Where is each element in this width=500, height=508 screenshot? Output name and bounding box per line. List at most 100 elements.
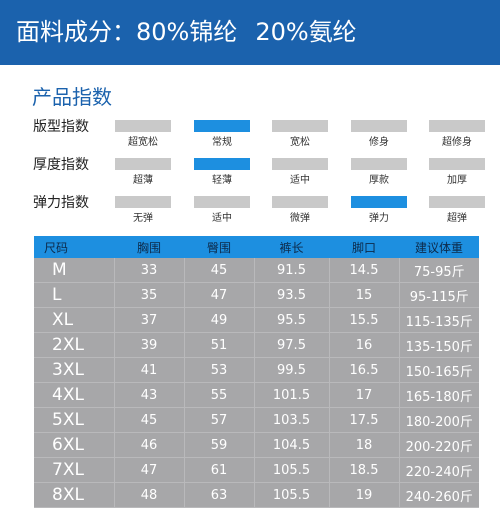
index-option: 无弹 <box>115 194 171 234</box>
index-option: 加厚 <box>429 156 485 196</box>
table-cell: 18.5 <box>329 457 400 483</box>
size-cell: 6XL <box>34 432 115 458</box>
table-cell: 95.5 <box>254 307 330 333</box>
index-option-label: 超宽松 <box>128 137 158 148</box>
table-cell: 45 <box>184 258 255 283</box>
table-row: 2XL 39 51 97.5 16 135-150斤 <box>34 332 479 358</box>
index-option: 超修身 <box>429 118 485 158</box>
index-option-label: 适中 <box>212 213 232 224</box>
size-table: 尺码 胸围 臀围 裤长 脚口 建议体重 M 33 45 91.5 14.5 75-95斤 L 35 47 9… <box>34 236 479 508</box>
table-cell: 33 <box>114 258 185 283</box>
table-cell: 19 <box>329 482 400 508</box>
table-cell: 35 <box>114 282 185 308</box>
table-cell: 47 <box>114 457 185 483</box>
spandex-percentage: 20%氨纶 <box>255 18 357 46</box>
table-cell: 104.5 <box>254 432 330 458</box>
table-cell: 39 <box>114 332 185 358</box>
table-cell: 95-115斤 <box>399 282 479 308</box>
index-bar <box>351 158 407 170</box>
size-cell: 5XL <box>34 407 115 433</box>
index-option-label: 宽松 <box>290 137 310 148</box>
table-cell: 41 <box>114 357 185 383</box>
index-option-label: 常规 <box>212 137 232 148</box>
size-cell: L <box>34 282 115 308</box>
index-option-label: 微弹 <box>290 213 310 224</box>
index-bar <box>194 196 250 208</box>
index-bar <box>429 196 485 208</box>
column-header: 臀围 <box>184 236 254 258</box>
index-bar <box>429 120 485 132</box>
table-cell: 15.5 <box>329 307 400 333</box>
size-table-body: M 33 45 91.5 14.5 75-95斤 L 35 47 93.5 15 95-115斤 XL 3… <box>34 258 479 508</box>
index-option-label: 厚款 <box>369 175 389 186</box>
table-cell: 135-150斤 <box>399 332 479 358</box>
size-table-header: 尺码 胸围 臀围 裤长 脚口 建议体重 <box>34 236 479 258</box>
table-cell: 46 <box>114 432 185 458</box>
elasticity-index-label: 弹力指数 <box>33 195 89 211</box>
table-row: 6XL 46 59 104.5 18 200-220斤 <box>34 432 479 458</box>
column-header: 脚口 <box>329 236 399 258</box>
table-cell: 17.5 <box>329 407 400 433</box>
index-option: 弹力 <box>351 194 407 234</box>
index-option: 超薄 <box>115 156 171 196</box>
index-bar <box>272 196 328 208</box>
table-cell: 61 <box>184 457 255 483</box>
size-cell: 2XL <box>34 332 115 358</box>
size-cell: 3XL <box>34 357 115 383</box>
index-option-label: 轻薄 <box>212 175 232 186</box>
index-bar <box>272 120 328 132</box>
fit-index-row: 版型指数超宽松 常规 宽松 修身 超修身 <box>33 118 485 158</box>
table-cell: 115-135斤 <box>399 307 479 333</box>
table-cell: 18 <box>329 432 400 458</box>
table-cell: 14.5 <box>329 258 400 283</box>
index-option-label: 适中 <box>290 175 310 186</box>
thickness-index-row: 厚度指数超薄 轻薄 适中 厚款 加厚 <box>33 156 485 196</box>
index-option: 超宽松 <box>115 118 171 158</box>
index-option-label: 超薄 <box>133 175 153 186</box>
size-cell: 4XL <box>34 382 115 408</box>
table-cell: 57 <box>184 407 255 433</box>
table-row: L 35 47 93.5 15 95-115斤 <box>34 282 479 308</box>
index-option: 厚款 <box>351 156 407 196</box>
table-cell: 240-260斤 <box>399 482 479 508</box>
index-option: 微弹 <box>272 194 328 234</box>
table-cell: 105.5 <box>254 457 330 483</box>
table-cell: 105.5 <box>254 482 330 508</box>
index-option: 超弹 <box>429 194 485 234</box>
index-option-label: 加厚 <box>447 175 467 186</box>
table-cell: 75-95斤 <box>399 258 479 283</box>
index-option: 宽松 <box>272 118 328 158</box>
table-cell: 91.5 <box>254 258 330 283</box>
index-bar <box>115 120 171 132</box>
column-header: 胸围 <box>114 236 184 258</box>
fit-index-label: 版型指数 <box>33 119 89 135</box>
table-cell: 15 <box>329 282 400 308</box>
table-cell: 101.5 <box>254 382 330 408</box>
table-cell: 99.5 <box>254 357 330 383</box>
header-bar: 面料成分：80%锦纶 20%氨纶 <box>0 0 500 65</box>
table-cell: 180-200斤 <box>399 407 479 433</box>
table-cell: 165-180斤 <box>399 382 479 408</box>
table-cell: 49 <box>184 307 255 333</box>
section-title: 产品指数 <box>32 85 112 109</box>
thickness-index-label: 厚度指数 <box>33 157 89 173</box>
material-composition: 面料成分：80%锦纶 20%氨纶 <box>16 14 357 50</box>
table-cell: 103.5 <box>254 407 330 433</box>
index-option-label: 超弹 <box>447 213 467 224</box>
table-cell: 51 <box>184 332 255 358</box>
table-row: 5XL 45 57 103.5 17.5 180-200斤 <box>34 407 479 433</box>
table-cell: 53 <box>184 357 255 383</box>
table-cell: 45 <box>114 407 185 433</box>
table-cell: 16.5 <box>329 357 400 383</box>
index-bar <box>351 120 407 132</box>
table-cell: 37 <box>114 307 185 333</box>
table-cell: 93.5 <box>254 282 330 308</box>
index-option: 修身 <box>351 118 407 158</box>
table-cell: 63 <box>184 482 255 508</box>
table-row: XL 37 49 95.5 15.5 115-135斤 <box>34 307 479 333</box>
table-cell: 59 <box>184 432 255 458</box>
table-cell: 150-165斤 <box>399 357 479 383</box>
index-option: 适中 <box>272 156 328 196</box>
table-cell: 17 <box>329 382 400 408</box>
table-cell: 47 <box>184 282 255 308</box>
